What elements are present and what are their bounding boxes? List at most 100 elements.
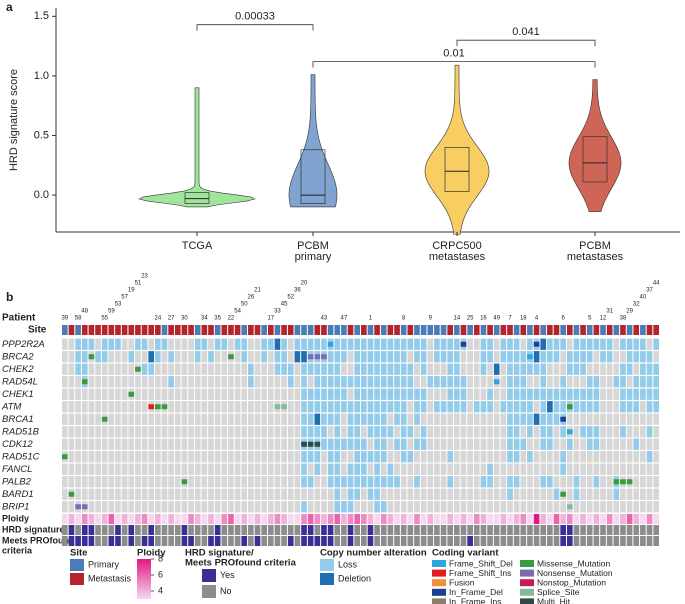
cna-cell xyxy=(174,376,181,388)
cna-cell xyxy=(547,463,553,475)
cna-cell xyxy=(593,401,600,413)
cna-cell xyxy=(593,376,600,388)
cna-cell xyxy=(547,501,553,513)
cna-cell xyxy=(640,413,646,425)
hrd-cell xyxy=(367,525,374,535)
cna-cell xyxy=(414,488,420,500)
annotation-label: Meets PROfound xyxy=(2,535,75,545)
cna-cell xyxy=(440,501,447,513)
cna-cell xyxy=(447,388,454,400)
cna-cell xyxy=(547,351,553,363)
cna-cell xyxy=(520,426,527,438)
cna-cell xyxy=(75,476,81,488)
cna-cell xyxy=(181,463,188,475)
cna-cell xyxy=(121,476,128,488)
cna-cell xyxy=(454,501,460,513)
cna-cell xyxy=(327,451,334,463)
cna-cell xyxy=(294,451,301,463)
cna-cell xyxy=(580,338,586,350)
cna-cell xyxy=(188,363,194,375)
patient-label: 43 xyxy=(321,316,328,322)
cna-cell xyxy=(135,501,141,513)
hrd-cell xyxy=(314,525,321,535)
patient-label: 32 xyxy=(633,302,640,308)
cna-cell xyxy=(121,363,128,375)
legend-label: Metastasis xyxy=(88,573,132,583)
cna-cell xyxy=(274,363,281,375)
cna-cell xyxy=(194,501,201,513)
site-cell xyxy=(540,325,547,335)
site-cell xyxy=(281,325,287,335)
cna-cell xyxy=(168,488,174,500)
cna-cell xyxy=(440,388,447,400)
ploidy-cell xyxy=(281,514,287,524)
cna-cell xyxy=(467,351,473,363)
hrd-cell xyxy=(181,525,188,535)
cna-cell xyxy=(454,413,460,425)
cna-cell xyxy=(580,426,586,438)
site-cell xyxy=(473,325,480,335)
hrd-cell xyxy=(380,525,387,535)
cna-cell xyxy=(62,376,68,388)
cna-cell xyxy=(633,438,640,450)
cna-cell xyxy=(507,438,513,450)
cna-cell xyxy=(201,426,208,438)
cna-cell xyxy=(181,351,188,363)
cna-cell xyxy=(600,463,606,475)
cna-cell xyxy=(181,413,188,425)
cna-cell xyxy=(234,451,241,463)
cna-cell xyxy=(341,451,347,463)
gene-label: CHEK2 xyxy=(2,364,34,375)
cna-cell xyxy=(101,426,108,438)
cna-cell xyxy=(414,413,420,425)
cna-cell xyxy=(467,463,473,475)
cna-cell xyxy=(400,401,407,413)
site-cell xyxy=(586,325,593,335)
cna-cell xyxy=(613,438,620,450)
site-cell xyxy=(407,325,414,335)
meets-cell xyxy=(473,536,480,546)
cna-cell xyxy=(553,413,560,425)
hrd-cell xyxy=(62,525,68,535)
cna-cell xyxy=(620,388,626,400)
hrd-cell xyxy=(121,525,128,535)
hrd-cell xyxy=(267,525,274,535)
cna-cell xyxy=(128,463,135,475)
cna-cell xyxy=(387,413,394,425)
meets-cell xyxy=(234,536,241,546)
cna-cell xyxy=(254,488,261,500)
mutation xyxy=(620,479,626,485)
ploidy-cell xyxy=(580,514,586,524)
cna-cell xyxy=(221,351,228,363)
p-value: 0.01 xyxy=(443,48,464,60)
cna-cell xyxy=(261,501,267,513)
cna-cell xyxy=(321,476,327,488)
cna-cell xyxy=(500,401,507,413)
cna-cell xyxy=(108,338,115,350)
cna-cell xyxy=(427,338,434,350)
cna-cell xyxy=(653,413,660,425)
box xyxy=(444,147,470,192)
cna-cell xyxy=(161,463,168,475)
ploidy-tick-label: 4 xyxy=(158,585,163,595)
cna-cell xyxy=(334,338,341,350)
legend-label: In_Frame_Del xyxy=(449,587,503,597)
cna-cell xyxy=(593,363,600,375)
cna-cell xyxy=(148,426,155,438)
cna-cell xyxy=(387,363,394,375)
cna-cell xyxy=(620,363,626,375)
cna-cell xyxy=(254,413,261,425)
cna-cell xyxy=(287,451,294,463)
site-cell xyxy=(174,325,181,335)
mutation xyxy=(62,454,68,460)
cna-cell xyxy=(168,451,174,463)
cna-cell xyxy=(228,438,234,450)
cna-cell xyxy=(347,451,354,463)
cna-cell xyxy=(440,338,447,350)
cna-cell xyxy=(454,351,460,363)
cna-cell xyxy=(633,388,640,400)
meets-cell xyxy=(540,536,547,546)
cna-cell xyxy=(473,338,480,350)
cna-cell xyxy=(234,476,241,488)
cna-cell xyxy=(75,413,81,425)
